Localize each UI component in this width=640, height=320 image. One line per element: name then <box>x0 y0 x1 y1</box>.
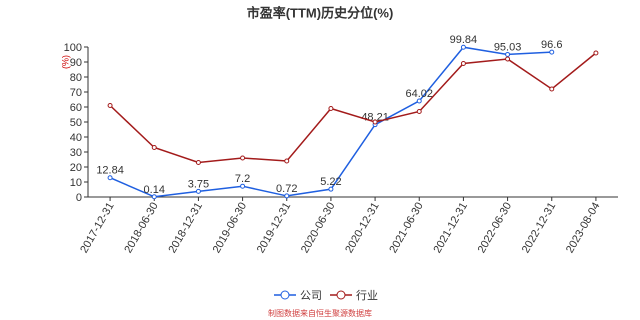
point <box>328 106 334 111</box>
x-tick-label: 2021-12-31 <box>431 201 470 256</box>
legend-marker <box>280 290 290 300</box>
point <box>593 50 599 56</box>
data-label: 7.2 <box>235 173 250 185</box>
x-tick-label: 2023-08-04 <box>564 201 603 256</box>
y-tick-label: 20 <box>70 162 82 174</box>
point <box>284 158 290 164</box>
data-label: 99.84 <box>450 34 478 46</box>
legend-marker <box>336 290 346 300</box>
point <box>372 119 378 125</box>
point <box>549 86 555 92</box>
data-label: 64.02 <box>405 88 433 100</box>
point <box>416 109 422 114</box>
y-tick-label: 60 <box>70 102 82 114</box>
y-tick-label: 70 <box>70 87 82 99</box>
point <box>284 193 290 199</box>
point <box>107 175 113 181</box>
point <box>151 145 157 150</box>
point <box>195 188 201 194</box>
y-tick-label: 50 <box>70 117 82 129</box>
point <box>240 183 246 189</box>
series-line <box>109 52 597 164</box>
x-tick-label: 2017-12-31 <box>78 201 117 256</box>
data-label: 5.22 <box>320 176 341 188</box>
x-tick-label: 2018-12-31 <box>166 201 205 256</box>
series-line <box>109 46 552 198</box>
y-tick-label: 100 <box>64 42 82 54</box>
point <box>107 103 113 108</box>
x-tick-label: 2020-12-31 <box>343 201 382 256</box>
data-label: 0.72 <box>276 183 297 195</box>
x-tick-label: 2019-06-30 <box>211 201 250 256</box>
x-tick-label: 2021-06-30 <box>387 201 426 256</box>
point <box>240 155 246 161</box>
y-tick-label: 30 <box>70 147 82 159</box>
data-label: 95.03 <box>494 41 522 53</box>
point <box>328 186 334 192</box>
x-tick-label: 2018-06-30 <box>122 201 161 256</box>
legend-label: 行业 <box>356 289 378 302</box>
y-tick-label: 0 <box>76 192 82 204</box>
point <box>460 61 466 66</box>
point <box>195 160 201 165</box>
chart-title: 市盈率(TTM)历史分位(%) <box>247 5 394 20</box>
data-label: 0.14 <box>144 184 165 196</box>
y-axis-label: (%) <box>60 55 70 69</box>
legend-label: 公司 <box>300 290 322 302</box>
source-note: 制图数据来自恒生聚源数据库 <box>268 308 372 318</box>
point <box>151 194 157 200</box>
point <box>549 49 555 55</box>
point <box>460 44 466 50</box>
x-tick-label: 2022-06-30 <box>476 201 515 256</box>
data-label: 96.6 <box>541 39 562 51</box>
x-tick-label: 2020-06-30 <box>299 201 338 256</box>
x-tick-label: 2019-12-31 <box>255 201 294 256</box>
y-tick-label: 40 <box>70 132 82 144</box>
y-tick-label: 90 <box>70 57 82 69</box>
y-tick-label: 10 <box>70 177 82 189</box>
data-label: 12.84 <box>96 165 124 177</box>
data-label: 3.75 <box>188 178 209 190</box>
point <box>416 98 422 104</box>
y-tick-label: 80 <box>70 72 82 84</box>
point <box>505 51 511 57</box>
x-tick-label: 2022-12-31 <box>520 201 559 256</box>
point <box>505 56 511 62</box>
